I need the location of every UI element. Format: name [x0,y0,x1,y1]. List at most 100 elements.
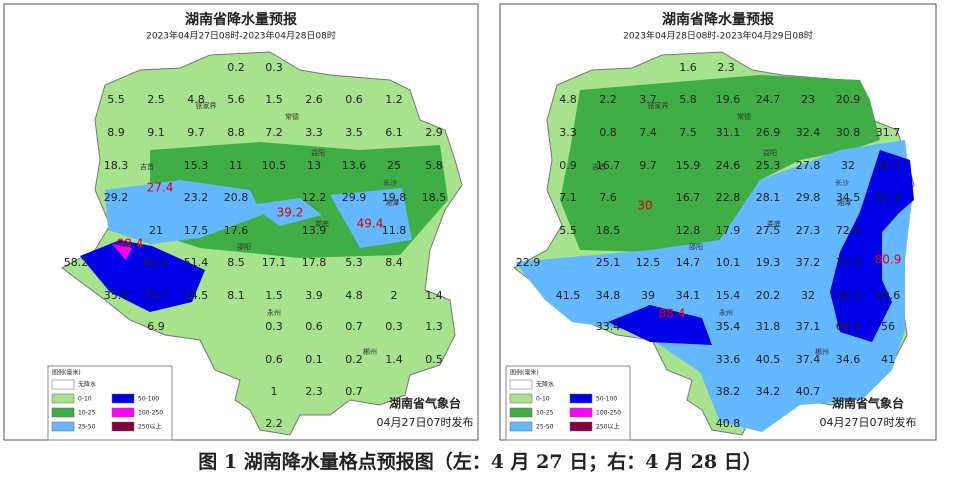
value-label: 0.7 [345,385,363,398]
value-label: 41.5 [556,289,581,302]
rain-area [515,140,912,432]
value-label: 15.3 [184,159,209,172]
legend-label: 10-25 [536,410,554,417]
value-label: 25 [387,159,401,172]
legend-swatch [51,379,75,390]
value-label: 1.4 [385,353,403,366]
legend-label: 100-250 [596,410,621,417]
value-label: 56 [881,320,895,333]
value-label: 0.3 [385,320,403,333]
legend-label: 25-50 [536,424,554,431]
value-label: 33.4 [596,320,621,333]
value-label: 0.5 [425,353,443,366]
value-label: 10.5 [262,159,287,172]
legend-label: 0-10 [536,396,550,403]
value-label: 22.9 [516,256,541,269]
legend-title: 图例(毫米) [52,369,81,377]
rain-area [560,75,880,252]
value-label: 37.1 [796,320,821,333]
right-map [513,51,915,436]
city-label: 湘潭 [837,198,851,207]
legend-swatch [569,407,593,418]
value-label: 28.1 [756,191,781,204]
value-label: 2.2 [265,417,283,430]
value-label: 10.1 [716,256,741,269]
city-label: 湘潭 [385,198,399,207]
value-label: 70.7 [144,289,169,302]
value-label: 24.7 [756,93,781,106]
legend-swatch [51,407,75,418]
rain-area [250,198,322,226]
legend-swatch [51,421,75,432]
legend-swatch [509,379,533,390]
value-label: 3.9 [305,289,323,302]
value-label: 61.3 [876,191,901,204]
value-label: 0.2 [345,353,363,366]
city-label: 郴州 [363,347,377,356]
value-label: 38.2 [716,385,741,398]
value-label: 18.3 [104,159,129,172]
value-label: 2.9 [425,126,443,139]
value-label: 31.8 [756,320,781,333]
issuer: 湖南省气象台 [832,396,904,411]
value-label: 12.2 [302,191,327,204]
value-label: 37.2 [796,256,821,269]
legend-label: 无降水 [78,381,96,389]
value-label: 25.3 [756,159,781,172]
map-subtitle: 2023年04月27日08时-2023年04月28日08时 [146,30,336,42]
value-label: 2 [391,289,398,302]
value-label: 5.5 [559,224,577,237]
map-title: 湖南省降水量预报 [185,11,297,28]
value-label: 17.8 [302,256,327,269]
rain-area [330,188,412,248]
value-label: 72.6 [836,224,861,237]
issue-time: 04月27日07时发布 [377,415,474,429]
value-label: 61.2 [144,256,169,269]
legend-swatch [509,407,533,418]
city-label: 永州 [267,308,281,317]
city-label: 常德 [737,112,751,121]
value-label: 27.5 [756,224,781,237]
value-label: 0.3 [265,320,283,333]
value-label: 0.1 [305,353,323,366]
value-label: 6.1 [385,126,403,139]
legend-label: 50-100 [138,396,159,403]
value-label: 18.5 [596,224,621,237]
value-label: 18.5 [422,191,447,204]
city-label: 吉首 [140,162,154,171]
value-label: 0.7 [345,320,363,333]
value-label: 15.4 [716,289,741,302]
value-label: 1.5 [265,289,283,302]
value-label: 7.1 [559,191,577,204]
value-label: 17.6 [224,224,249,237]
value-label: 4.8 [187,93,205,106]
value-label: 0.9 [559,159,577,172]
value-label: 11.8 [382,224,407,237]
legend-swatch [111,393,135,404]
value-label: 14.7 [676,256,701,269]
value-label: 7.6 [599,191,617,204]
city-label: 常德 [285,112,299,121]
value-label: 40.5 [756,353,781,366]
value-label: 3.3 [305,126,323,139]
value-label: 0.3 [265,61,283,74]
value-label: 2.2 [599,93,617,106]
legend-swatch [509,393,533,404]
city-label: 益阳 [311,148,325,157]
value-label: 22.8 [716,191,741,204]
max-value-label: 88.4 [659,307,686,321]
value-label: 31.7 [876,126,901,139]
city-label: 邵阳 [237,242,251,251]
value-label: 1.4 [425,289,443,302]
city-label: 长沙 [383,178,397,187]
value-label: 7.4 [639,126,657,139]
value-label: 35.8 [104,289,129,302]
legend-label: 100-250 [138,410,163,417]
value-label: 39 [641,289,655,302]
rain-area [112,244,132,260]
value-label: 4.8 [559,93,577,106]
legend-label: 无降水 [536,381,554,389]
city-label: 吉首 [592,162,606,171]
